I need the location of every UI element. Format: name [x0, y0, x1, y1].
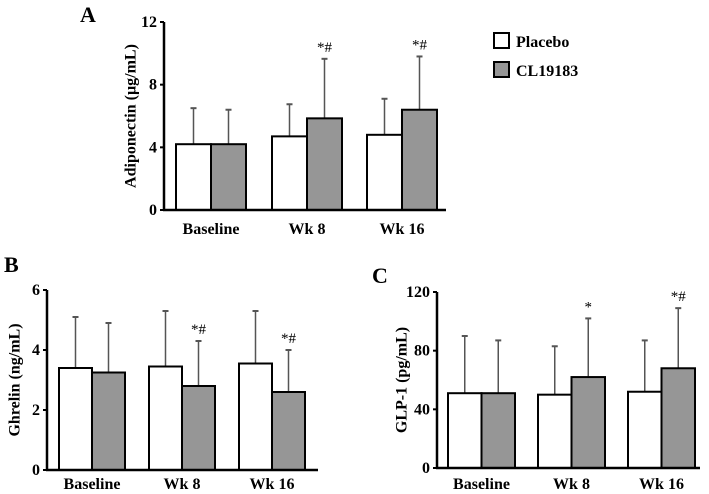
y-tick-label: 0 — [149, 202, 157, 219]
bar-cl19183-wk16 — [660, 367, 696, 469]
x-tick-label: Wk 8 — [553, 476, 590, 493]
bar-placebo-baseline — [447, 392, 483, 470]
x-tick-label: Wk 16 — [380, 221, 425, 238]
significance-marker: *# — [671, 289, 687, 305]
legend-swatch-cl19183 — [493, 61, 510, 78]
legend-swatch-placebo — [493, 32, 510, 49]
bar-cl19183-wk8 — [181, 385, 216, 471]
legend-label-cl19183: CL19183 — [516, 63, 578, 80]
x-tick-label: Wk 8 — [164, 476, 201, 493]
significance-marker: *# — [317, 40, 333, 56]
bar-placebo-wk16 — [366, 133, 403, 211]
bar-placebo-wk8 — [271, 135, 308, 211]
panel-c: C GLP-1 (pg/mL) * *# 0 40 80 120 Baseline Wk 8 Wk … — [372, 263, 700, 493]
significance-marker: *# — [281, 331, 297, 347]
x-tick-label: Wk 16 — [250, 476, 295, 493]
panel-b: B Ghrelin (ng/mL) *# *# 0 2 4 6 Baseline Wk 8 Wk 1… — [4, 252, 318, 493]
bar-placebo-wk16 — [238, 362, 273, 471]
x-tick-label: Wk 16 — [639, 476, 684, 493]
bar-cl19183-wk8 — [306, 117, 343, 211]
significance-marker: * — [585, 299, 593, 315]
y-tick-label: 120 — [406, 284, 430, 301]
legend-label-placebo: Placebo — [516, 34, 569, 51]
x-tick-label: Wk 8 — [289, 221, 326, 238]
panel-letter: A — [80, 2, 96, 27]
bar-placebo-wk8 — [148, 365, 183, 471]
bar-placebo-baseline — [175, 143, 212, 211]
legend: Placebo CL19183 — [493, 32, 578, 80]
bar-cl19183-wk16 — [401, 108, 438, 211]
bar-cl19183-wk8 — [570, 376, 606, 470]
bar-cl19183-baseline — [480, 392, 516, 470]
panel-letter: B — [4, 252, 19, 277]
significance-marker: *# — [412, 37, 428, 53]
y-tick-label: 40 — [414, 401, 430, 418]
bar-cl19183-wk16 — [271, 391, 306, 471]
y-tick-label: 2 — [32, 402, 40, 419]
y-tick-label: 8 — [149, 77, 157, 94]
y-tick-label: 4 — [32, 342, 40, 359]
y-tick-label: 12 — [141, 14, 157, 31]
y-tick-label: 6 — [32, 282, 40, 299]
bar-cl19183-baseline — [210, 143, 247, 211]
y-axis-label: Ghrelin (ng/mL) — [7, 323, 24, 436]
y-tick-label: 80 — [414, 343, 430, 360]
x-tick-label: Baseline — [453, 476, 510, 493]
bar-cl19183-baseline — [91, 371, 126, 471]
significance-marker: *# — [191, 322, 207, 338]
bar-placebo-baseline — [58, 367, 93, 471]
x-tick-label: Baseline — [183, 221, 240, 238]
y-axis-label: Adiponectin (µg/mL) — [123, 44, 140, 188]
bar-placebo-wk16 — [627, 390, 663, 470]
y-tick-label: 0 — [422, 460, 430, 477]
y-tick-label: 4 — [149, 139, 157, 156]
y-tick-label: 0 — [32, 462, 40, 479]
y-axis-label: GLP-1 (pg/mL) — [394, 327, 411, 433]
x-tick-label: Baseline — [64, 476, 121, 493]
bar-placebo-wk8 — [537, 393, 573, 469]
panel-letter: C — [372, 263, 388, 288]
panel-a: A Adiponectin (µg/mL) *# *# 0 4 8 12 Baseline Wk … — [80, 2, 446, 238]
